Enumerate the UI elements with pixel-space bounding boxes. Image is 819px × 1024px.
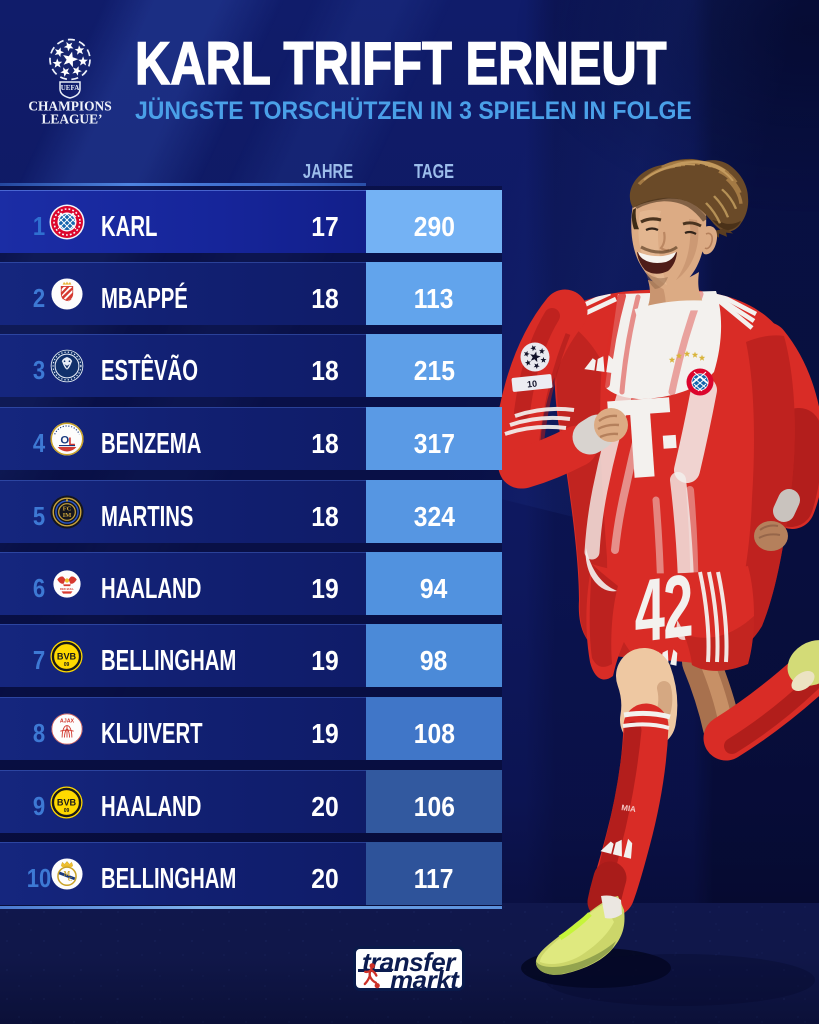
svg-text:LEAGUEʼ: LEAGUEʼ xyxy=(41,112,102,127)
svg-text:C: C xyxy=(68,876,73,883)
svg-text:M: M xyxy=(63,870,70,878)
svg-text:L: L xyxy=(68,436,75,448)
svg-text:BVB: BVB xyxy=(57,798,77,808)
svg-text:MIA: MIA xyxy=(621,803,637,814)
svg-text:O: O xyxy=(60,434,69,446)
svg-text:AJAX: AJAX xyxy=(60,718,75,724)
svg-text:10: 10 xyxy=(527,378,538,389)
svg-text:CHAMPIONS: CHAMPIONS xyxy=(28,99,111,114)
svg-text:IM: IM xyxy=(63,512,73,519)
svg-text:FC: FC xyxy=(63,506,72,513)
svg-text:09: 09 xyxy=(64,662,70,668)
svg-text:BVB: BVB xyxy=(57,652,77,662)
svg-text:09: 09 xyxy=(64,808,70,814)
svg-text:42: 42 xyxy=(627,556,698,661)
svg-text:UEFA: UEFA xyxy=(61,84,80,92)
svg-text:RED BULL: RED BULL xyxy=(60,587,74,591)
